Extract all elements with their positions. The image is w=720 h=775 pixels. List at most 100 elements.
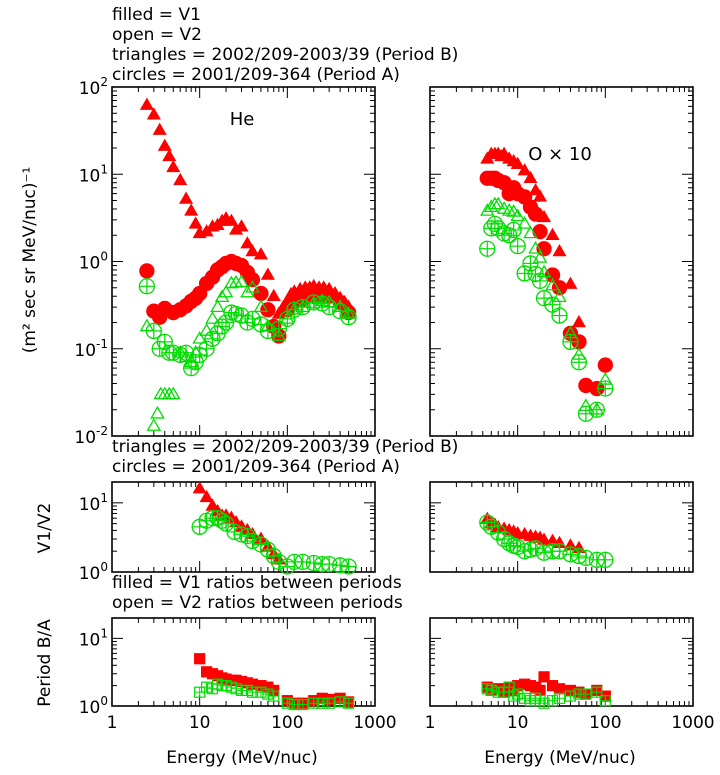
series-group [191, 482, 357, 575]
data-point [146, 418, 162, 431]
data-point [553, 683, 566, 695]
data-point [490, 196, 506, 210]
data-point [517, 163, 532, 176]
data-point [150, 405, 165, 419]
x-tick-label: 10 [189, 713, 211, 733]
y-tick-label: 101 [79, 162, 108, 186]
data-point [563, 276, 578, 289]
series-group [481, 671, 611, 709]
data-point [536, 264, 552, 278]
y-tick-label: 101 [79, 626, 108, 650]
data-point [218, 284, 234, 298]
panel-period-o: 1 10 100 1000 [425, 617, 715, 733]
data-point [545, 227, 560, 240]
y-tick-label: 100 [79, 560, 108, 584]
series-group [479, 146, 614, 422]
y-tick-label: 10-1 [74, 337, 108, 361]
data-point [234, 274, 249, 288]
period-y-label: Period B/A [35, 619, 55, 707]
data-point [192, 331, 207, 344]
flux-y-label: (m² sec sr MeV/nuc)⁻¹ [20, 167, 40, 354]
data-point [523, 170, 538, 183]
data-point [152, 122, 167, 135]
data-point [162, 148, 177, 162]
axes-frame [429, 617, 694, 707]
data-point [214, 289, 230, 303]
panel-flux-o: O × 10 [429, 86, 694, 437]
y-tick-label: 101 [79, 491, 108, 515]
axes-frame [429, 86, 694, 437]
series-group [138, 97, 357, 431]
y-tick-label: 100 [79, 694, 108, 718]
series-group [479, 511, 614, 568]
data-point [240, 236, 255, 249]
data-point [192, 482, 207, 494]
data-point [523, 225, 538, 239]
data-point [199, 489, 214, 503]
panel-period-he: 100 101 1 10 100 1000 [79, 617, 397, 733]
data-point [165, 386, 181, 400]
axes-frame [111, 617, 376, 707]
data-point [517, 216, 532, 229]
panel-flux-he: 10-2 10-1 100 101 102 He [74, 75, 376, 448]
data-point [245, 279, 260, 293]
data-point [245, 244, 260, 257]
data-point [173, 172, 188, 186]
note-low-filled: filled = V1 ratios between periods [112, 573, 402, 593]
x-tick-label: 1000 [353, 713, 396, 733]
x-tick-label: 1 [425, 713, 436, 733]
panel-ratio-he: 100 101 [79, 481, 376, 584]
panel-label: O × 10 [528, 144, 592, 165]
data-point [501, 203, 517, 216]
data-point [533, 189, 548, 202]
data-point [253, 299, 269, 312]
x-tick-label: 100 [589, 713, 621, 733]
note-triangles: triangles = 2002/209-2003/39 (Period B) [112, 45, 458, 65]
ratio-y-label: V1/V2 [35, 503, 55, 554]
y-tick-label: 102 [79, 75, 108, 99]
data-point [157, 138, 172, 151]
x-label-right: Energy (MeV/nuc) [484, 748, 636, 768]
data-point [571, 314, 586, 328]
data-point [266, 288, 281, 301]
data-point [228, 274, 244, 288]
data-point [527, 206, 544, 222]
panel-ratio-o [429, 481, 694, 573]
note-circles: circles = 2001/209-364 (Period A) [112, 65, 400, 85]
data-point [510, 208, 525, 222]
data-point [210, 299, 225, 312]
low-notes: filled = V1 ratios between periods open … [112, 573, 403, 613]
data-point [146, 107, 161, 120]
data-point [510, 156, 525, 170]
data-point [178, 349, 194, 363]
data-point [244, 271, 261, 288]
data-point [224, 275, 239, 289]
data-point [538, 671, 550, 683]
data-point [139, 263, 155, 279]
data-point [528, 240, 543, 254]
series-group [194, 653, 355, 711]
panel-label: He [230, 109, 255, 130]
mid-notes: triangles = 2002/209-2003/39 (Period B) … [112, 437, 458, 477]
data-point [224, 213, 239, 226]
axes-frame [111, 481, 376, 573]
data-point [166, 159, 181, 173]
data-point [532, 223, 548, 240]
axes-frame [429, 481, 694, 573]
data-point [260, 267, 275, 280]
note-low-open: open = V2 ratios between periods [112, 593, 403, 613]
data-point [597, 357, 613, 373]
x-tick-label: 1 [107, 713, 118, 733]
axes-frame [111, 86, 376, 437]
y-tick-label: 100 [79, 250, 108, 274]
data-point [552, 244, 567, 257]
data-point [194, 653, 206, 665]
note-filled: filled = V1 [112, 5, 201, 25]
y-tick-label: 10-2 [74, 424, 108, 448]
data-point [205, 311, 220, 324]
data-point [179, 191, 194, 204]
x-label-left: Energy (MeV/nuc) [166, 748, 318, 768]
x-tick-label: 100 [271, 713, 303, 733]
